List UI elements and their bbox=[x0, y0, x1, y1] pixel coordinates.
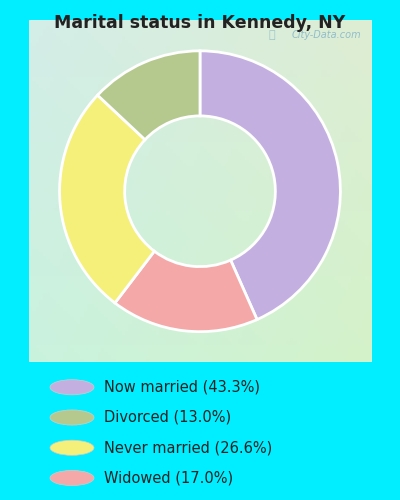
Wedge shape bbox=[60, 95, 154, 303]
Text: City-Data.com: City-Data.com bbox=[291, 30, 361, 40]
Text: Widowed (17.0%): Widowed (17.0%) bbox=[104, 470, 233, 486]
Text: Now married (43.3%): Now married (43.3%) bbox=[104, 380, 260, 395]
Text: Marital status in Kennedy, NY: Marital status in Kennedy, NY bbox=[54, 14, 346, 32]
Wedge shape bbox=[115, 251, 257, 332]
Circle shape bbox=[50, 380, 94, 395]
Wedge shape bbox=[98, 51, 200, 140]
Circle shape bbox=[50, 440, 94, 456]
Text: Divorced (13.0%): Divorced (13.0%) bbox=[104, 410, 231, 425]
Circle shape bbox=[50, 410, 94, 425]
Wedge shape bbox=[200, 51, 340, 320]
Text: Never married (26.6%): Never married (26.6%) bbox=[104, 440, 272, 455]
Text: ⓘ: ⓘ bbox=[268, 30, 275, 40]
Circle shape bbox=[50, 470, 94, 486]
